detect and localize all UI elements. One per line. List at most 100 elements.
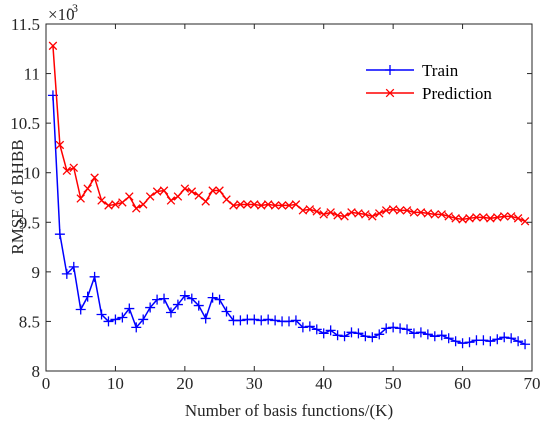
prediction-point (277, 201, 287, 210)
train-point (200, 313, 211, 324)
train-point (270, 315, 281, 326)
prediction-point (166, 196, 176, 205)
train-point (159, 293, 170, 304)
y-multiplier-base: ×10 (48, 5, 75, 24)
prediction-point (333, 211, 342, 220)
prediction-point (395, 206, 405, 215)
train-point (96, 309, 107, 320)
prediction-point (513, 214, 523, 223)
prediction-point (340, 212, 349, 221)
train-point (443, 333, 454, 344)
legend-marker (385, 65, 395, 75)
prediction-point (236, 200, 245, 209)
prediction-point (229, 201, 238, 210)
legend-item-train: Train (366, 61, 459, 80)
prediction-point (138, 200, 148, 209)
train-point (145, 302, 156, 313)
prediction-point (48, 41, 58, 51)
legend-label: Train (422, 61, 459, 80)
prediction-point (194, 191, 204, 200)
prediction-point (416, 208, 426, 217)
y-tick-label: 10.5 (10, 114, 40, 133)
series-train (47, 90, 531, 350)
prediction-point (368, 212, 377, 221)
prediction-point (90, 173, 99, 182)
prediction-point (76, 194, 85, 203)
train-point (506, 333, 517, 344)
train-point (207, 292, 218, 303)
train-point (408, 328, 419, 339)
prediction-point (312, 207, 322, 216)
prediction-point (326, 208, 335, 217)
y-tick-label: 11 (24, 65, 40, 84)
train-point (513, 336, 524, 347)
prediction-point (465, 214, 474, 223)
x-tick-label: 70 (524, 374, 541, 393)
train-point (214, 294, 225, 305)
train-point (68, 261, 79, 272)
train-point (193, 300, 204, 311)
prediction-point (374, 209, 384, 218)
train-point (318, 328, 329, 339)
train-point (478, 335, 489, 346)
prediction-point (159, 186, 169, 195)
prediction-point (104, 201, 113, 210)
prediction-point (215, 186, 224, 195)
train-point (402, 324, 413, 335)
train-point (381, 323, 392, 334)
prediction-point (430, 210, 440, 219)
train-point (304, 321, 315, 332)
series-prediction (48, 41, 530, 226)
train-point (235, 315, 246, 326)
y-multiplier-exponent: -3 (68, 1, 78, 15)
train-point (457, 338, 468, 349)
y-tick-label: 10 (23, 164, 40, 183)
legend-box (354, 58, 510, 108)
prediction-point (298, 206, 308, 215)
plot-frame (45, 23, 533, 372)
prediction-point (62, 166, 72, 175)
train-point (311, 324, 322, 335)
train-point (124, 303, 135, 314)
prediction-point (402, 206, 412, 215)
train-point (388, 322, 399, 333)
prediction-point (222, 195, 231, 204)
y-multiplier: ×10 -3 (48, 1, 78, 24)
y-tick-label: 8 (32, 362, 41, 381)
train-point (263, 314, 274, 325)
train-point (256, 315, 267, 326)
x-tick-label: 40 (315, 374, 332, 393)
prediction-point (145, 192, 155, 201)
train-point (165, 307, 176, 318)
train-point (520, 339, 531, 350)
prediction-point (444, 212, 453, 221)
prediction-point (83, 184, 92, 193)
prediction-point (284, 201, 294, 210)
train-point (172, 299, 183, 310)
prediction-point (201, 197, 210, 206)
train-point (346, 327, 357, 338)
prediction-point (381, 206, 391, 215)
x-tick-label: 0 (42, 374, 51, 393)
prediction-point (506, 212, 516, 221)
prediction-point (243, 200, 252, 209)
train-point (297, 322, 308, 333)
train-point (75, 304, 86, 315)
train-point (179, 290, 190, 301)
prediction-point (173, 192, 183, 201)
legend-marker (385, 88, 395, 98)
legend-label: Prediction (422, 84, 492, 103)
y-tick-label: 9 (32, 263, 41, 282)
prediction-point (125, 192, 134, 201)
prediction-point (305, 205, 315, 214)
train-point (485, 336, 496, 347)
prediction-point (319, 210, 328, 219)
train-point (332, 330, 343, 341)
prediction-point (347, 208, 356, 217)
y-axis-label: RMSE of BHBB (8, 139, 27, 254)
prediction-point (97, 196, 106, 205)
y-tick-label: 9.5 (19, 213, 40, 232)
train-point (284, 316, 294, 327)
legend-items: Train Prediction (366, 61, 492, 103)
